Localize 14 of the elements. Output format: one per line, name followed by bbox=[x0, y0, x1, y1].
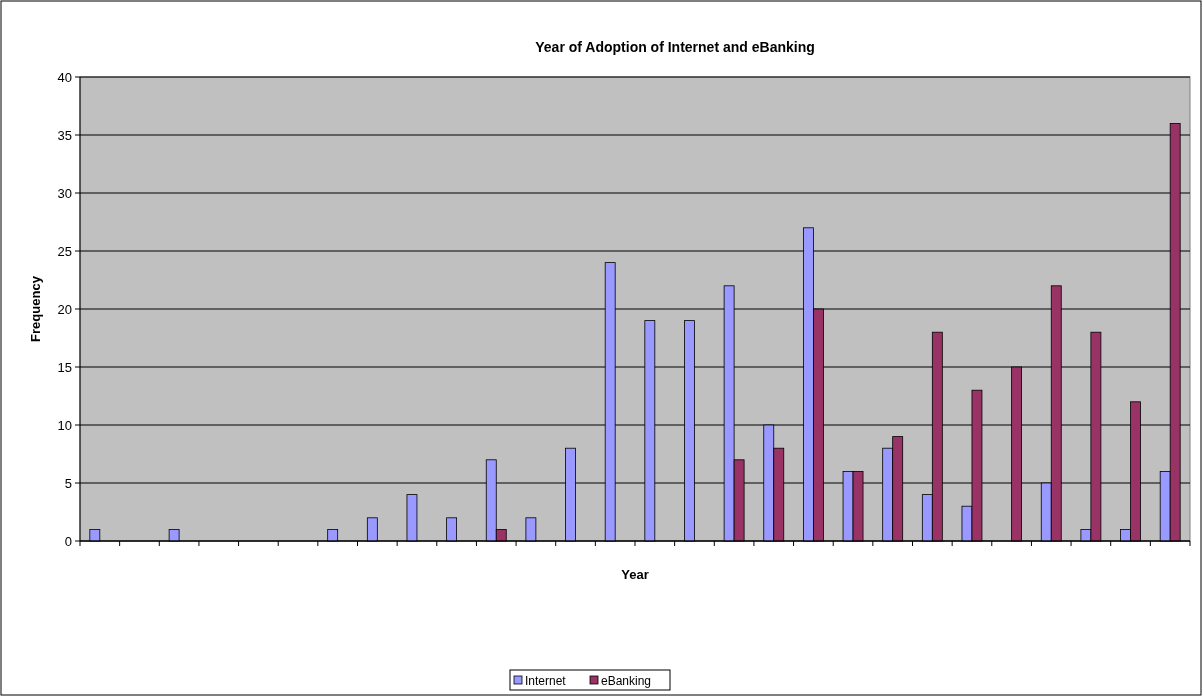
y-tick-label: 40 bbox=[57, 69, 72, 85]
x-axis-title: Year bbox=[621, 567, 649, 582]
y-tick-label: 0 bbox=[64, 533, 72, 549]
y-tick-label: 30 bbox=[57, 185, 72, 201]
chart-title: Year of Adoption of Internet and eBanking bbox=[535, 39, 815, 55]
y-tick-label: 25 bbox=[57, 243, 72, 259]
y-tick-label: 35 bbox=[57, 127, 72, 143]
y-tick-label: 15 bbox=[57, 359, 72, 375]
legend-label: eBanking bbox=[601, 674, 652, 688]
y-axis-title: Frequency bbox=[28, 275, 43, 342]
y-tick-label: 10 bbox=[57, 417, 72, 433]
y-tick-label: 20 bbox=[57, 301, 72, 317]
y-tick-label: 5 bbox=[64, 475, 72, 491]
legend-label: Internet bbox=[525, 674, 567, 688]
